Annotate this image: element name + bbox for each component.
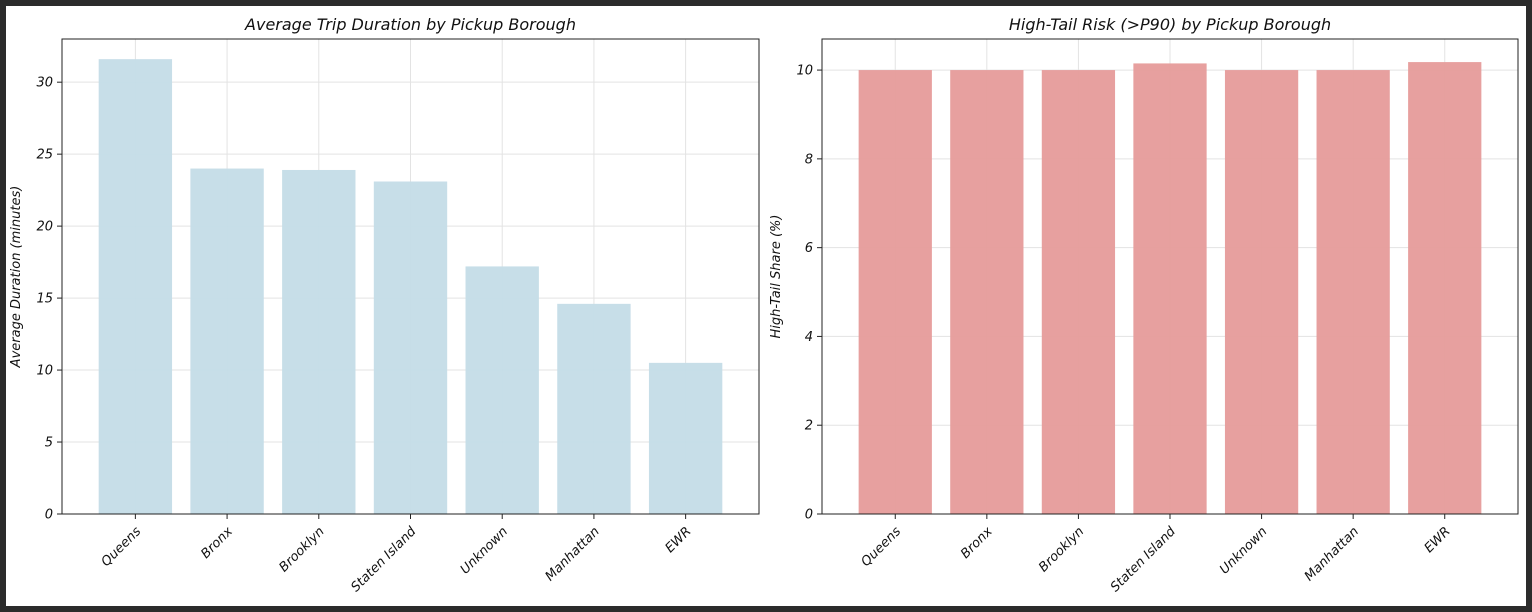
right-chart-title: High-Tail Risk (>P90) by Pickup Borough [1009,15,1331,34]
left-bar-queens [98,59,173,514]
right-xtick-label: Staten Island [1108,524,1180,596]
right-bar-brooklyn [1041,70,1116,514]
left-ytick-label: 5 [45,436,53,451]
left-ytick-label: 15 [36,292,53,307]
right-ytick-label: 4 [805,330,813,345]
right-bar-unknown [1224,70,1299,514]
right-chart: 0 2 4 6 8 10 Queens Bronx Brooklyn Staten Island U… [769,15,1519,596]
left-xtick-label: Staten Island [348,524,420,596]
left-xtick-label: Bronx [198,524,236,562]
right-ytick-label: 10 [796,64,813,79]
right-xtick-label: Manhattan [1302,524,1362,584]
right-xtick-label: EWR [1422,524,1454,556]
left-ytick-label: 10 [36,364,53,379]
right-xtick-label: Bronx [958,524,996,562]
left-xtick-label: Queens [99,524,145,570]
left-xtick-label: EWR [663,524,695,556]
left-xtick-label: Brooklyn [277,524,328,575]
right-bar-queens [858,70,932,514]
figure: 0 5 10 15 20 25 30 Queens Bronx Brooklyn Staten Is… [6,6,1526,606]
right-ytick-label: 6 [805,241,813,256]
right-y-axis-label: High-Tail Share (%) [769,215,784,339]
left-bar-unknown [465,266,539,514]
right-bar-ewr [1408,62,1482,515]
right-bar-staten-island [1133,63,1207,514]
left-y-axis-label: Average Duration (minutes) [9,186,24,369]
left-chart: 0 5 10 15 20 25 30 Queens Bronx Brooklyn Staten Is… [9,15,760,596]
right-xtick-label: Brooklyn [1036,524,1087,575]
right-ytick-label: 8 [805,152,813,167]
left-bar-ewr [648,362,723,514]
left-bar-bronx [190,168,264,514]
left-ytick-label: 20 [36,220,53,235]
left-bar-brooklyn [282,169,356,514]
left-xtick-label: Unknown [458,524,511,577]
right-xtick-label: Unknown [1217,524,1270,577]
right-bar-manhattan [1316,70,1390,514]
right-ytick-label: 2 [805,419,813,434]
left-ytick-label: 25 [36,148,53,163]
left-chart-title: Average Trip Duration by Pickup Borough [244,15,576,34]
left-xtick-label: Manhattan [543,524,603,584]
left-ytick-label: 0 [45,508,53,523]
left-bar-staten-island [373,181,448,514]
right-ytick-label: 0 [805,508,813,523]
right-xtick-label: Queens [858,524,904,570]
left-bar-manhattan [557,303,631,514]
left-ytick-label: 30 [36,76,53,91]
right-bar-bronx [950,70,1024,514]
